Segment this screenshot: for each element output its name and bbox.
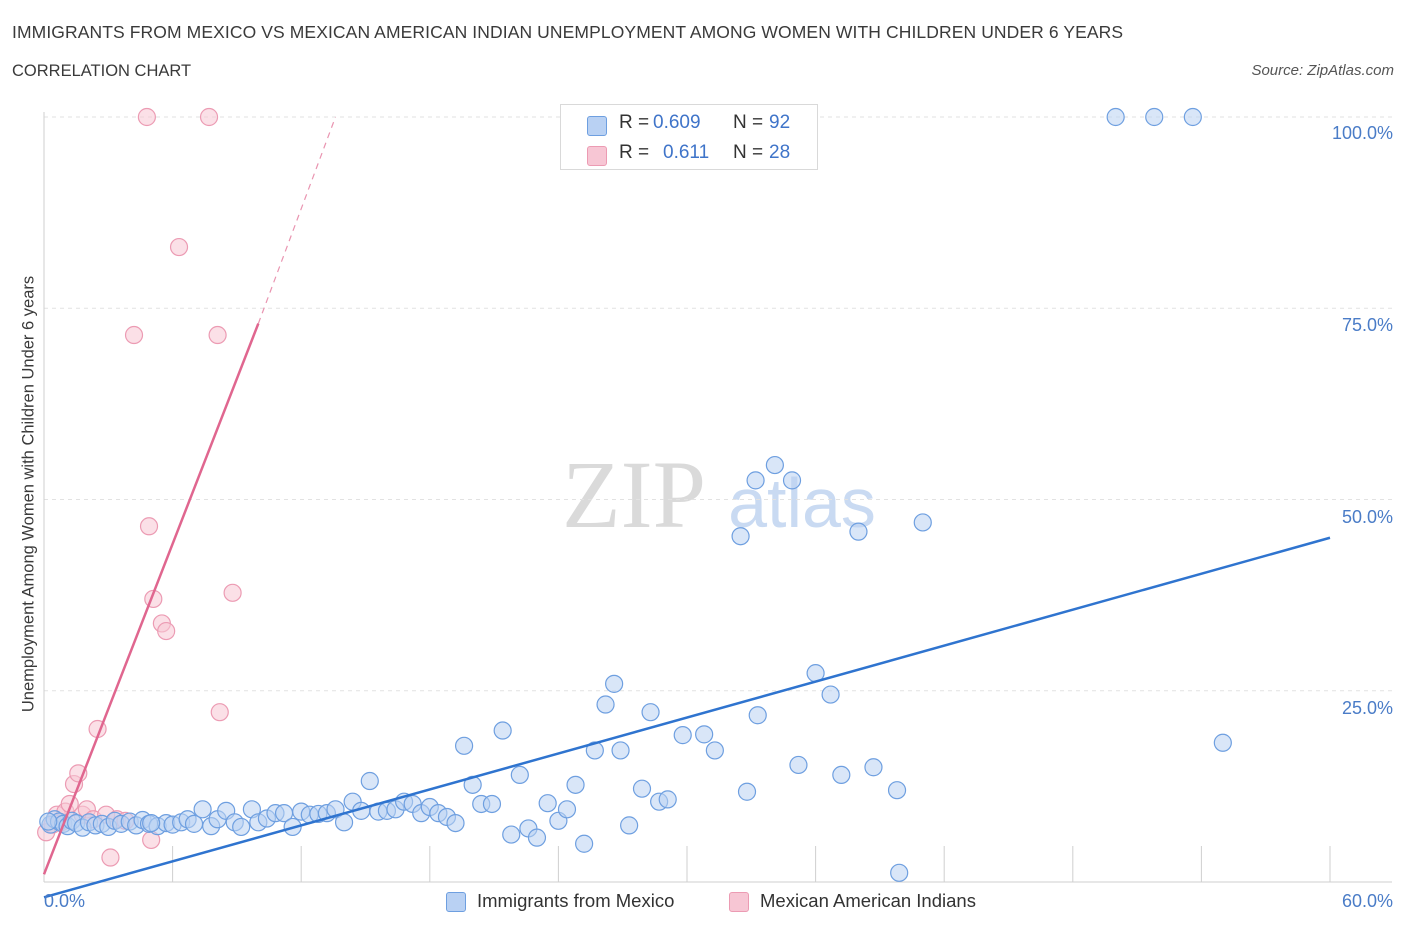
- data-point-immigrants-from-mexico: [596, 695, 615, 714]
- legend-swatch-blue: [587, 116, 607, 136]
- watermark-zip: ZIP: [562, 441, 706, 548]
- data-point-mexican-american-indians: [210, 703, 229, 722]
- legend-row-immigrants: R = 0.609 N = 92: [561, 109, 817, 139]
- data-point-immigrants-from-mexico: [454, 736, 474, 755]
- data-point-immigrants-from-mexico: [737, 782, 757, 801]
- legend-swatch-pink: [729, 892, 749, 912]
- data-point-immigrants-from-mexico: [890, 863, 909, 882]
- data-point-mexican-american-indians: [223, 583, 242, 602]
- data-point-immigrants-from-mexico: [557, 800, 577, 819]
- data-point-immigrants-from-mexico: [585, 741, 604, 760]
- legend-n-label: N =: [733, 112, 764, 133]
- legend-r-label: R =: [619, 112, 650, 133]
- data-point-immigrants-from-mexico: [887, 781, 907, 800]
- data-point-immigrants-from-mexico: [527, 828, 547, 847]
- legend-swatch-pink: [587, 146, 607, 166]
- data-point-immigrants-from-mexico: [334, 813, 354, 832]
- data-point-immigrants-from-mexico: [611, 741, 630, 760]
- trend-extension-mexican-american-indians: [257, 116, 337, 324]
- trend-line-mexican-american-indians: [42, 323, 260, 875]
- data-point-immigrants-from-mexico: [632, 779, 652, 798]
- data-point-immigrants-from-mexico: [39, 812, 58, 831]
- data-point-immigrants-from-mexico: [232, 817, 251, 837]
- series-immigrants-from-mexico: [39, 107, 1232, 882]
- data-point-immigrants-from-mexico: [446, 813, 465, 833]
- data-point-mexican-american-indians: [169, 237, 189, 257]
- grid-lines: [44, 116, 1392, 692]
- data-point-immigrants-from-mexico: [765, 455, 784, 475]
- data-point-mexican-american-indians: [139, 517, 159, 536]
- data-point-mexican-american-indians: [101, 848, 120, 867]
- data-point-immigrants-from-mexico: [821, 685, 840, 704]
- data-point-immigrants-from-mexico: [789, 755, 808, 775]
- data-point-immigrants-from-mexico: [695, 725, 714, 744]
- data-point-immigrants-from-mexico: [782, 471, 802, 490]
- legend-r-label: R =: [619, 142, 650, 163]
- data-point-immigrants-from-mexico: [731, 527, 750, 546]
- data-point-immigrants-from-mexico: [705, 741, 724, 760]
- data-point-immigrants-from-mexico: [748, 706, 767, 725]
- data-point-immigrants-from-mexico: [193, 800, 212, 819]
- data-point-immigrants-from-mexico: [360, 771, 379, 791]
- data-point-immigrants-from-mexico: [510, 765, 529, 785]
- data-point-immigrants-from-mexico: [864, 758, 883, 777]
- x-tick-label-0: 0.0%: [44, 891, 86, 911]
- legend-r-value: 0.609: [653, 112, 701, 133]
- trend-lines: [42, 116, 1331, 899]
- source-credit: Source: ZipAtlas.com: [1251, 62, 1394, 79]
- data-point-immigrants-from-mexico: [575, 834, 594, 853]
- legend-n-value: 28: [769, 142, 791, 163]
- data-point-immigrants-from-mexico: [605, 674, 624, 693]
- data-point-immigrants-from-mexico: [1183, 107, 1202, 127]
- chart-title: IMMIGRANTS FROM MEXICO VS MEXICAN AMERIC…: [12, 22, 1124, 42]
- x-tick-label-60: 60.0%: [1341, 891, 1393, 911]
- data-point-immigrants-from-mexico: [566, 775, 585, 794]
- y-tick-label-75: 75.0%: [1341, 315, 1393, 335]
- trend-line-immigrants-from-mexico: [43, 536, 1331, 899]
- data-point-immigrants-from-mexico: [1145, 107, 1164, 127]
- data-point-immigrants-from-mexico: [1106, 107, 1125, 127]
- legend-n-label: N =: [733, 142, 764, 163]
- correlation-legend: R = 0.609 N = 92 R = 0.611 N = 28: [560, 104, 818, 170]
- data-point-mexican-american-indians: [137, 107, 156, 127]
- data-point-immigrants-from-mexico: [482, 794, 502, 814]
- data-point-immigrants-from-mexico: [832, 765, 851, 785]
- legend-label: Mexican American Indians: [760, 890, 976, 911]
- data-point-mexican-american-indians: [124, 325, 144, 345]
- data-point-mexican-american-indians: [199, 107, 219, 127]
- data-point-mexican-american-indians: [208, 325, 227, 345]
- legend-r-value: 0.611: [663, 142, 710, 163]
- data-point-immigrants-from-mexico: [658, 790, 677, 809]
- data-point-immigrants-from-mexico: [849, 522, 868, 541]
- data-point-immigrants-from-mexico: [502, 825, 521, 844]
- data-point-immigrants-from-mexico: [538, 794, 557, 813]
- data-point-immigrants-from-mexico: [142, 813, 161, 833]
- data-point-immigrants-from-mexico: [641, 703, 660, 722]
- data-point-immigrants-from-mexico: [620, 816, 639, 835]
- data-point-immigrants-from-mexico: [493, 721, 512, 740]
- series-mexican-american-indians: [37, 107, 242, 867]
- data-point-immigrants-from-mexico: [1213, 733, 1232, 752]
- y-tick-label-100: 100.0%: [1331, 123, 1393, 143]
- chart-subtitle: CORRELATION CHART: [12, 62, 192, 80]
- legend-label: Immigrants from Mexico: [477, 890, 675, 911]
- data-point-immigrants-from-mexico: [913, 513, 932, 532]
- y-tick-label-25: 25.0%: [1341, 698, 1393, 718]
- axes: [43, 112, 1392, 883]
- legend-row-indians: R = 0.611 N = 28: [561, 139, 817, 169]
- data-point-immigrants-from-mexico: [746, 471, 765, 490]
- data-point-immigrants-from-mexico: [673, 726, 692, 745]
- data-point-mexican-american-indians: [157, 621, 176, 641]
- legend-n-value: 92: [769, 112, 791, 133]
- legend-swatch-blue: [446, 892, 466, 912]
- y-tick-label-50: 50.0%: [1341, 507, 1393, 527]
